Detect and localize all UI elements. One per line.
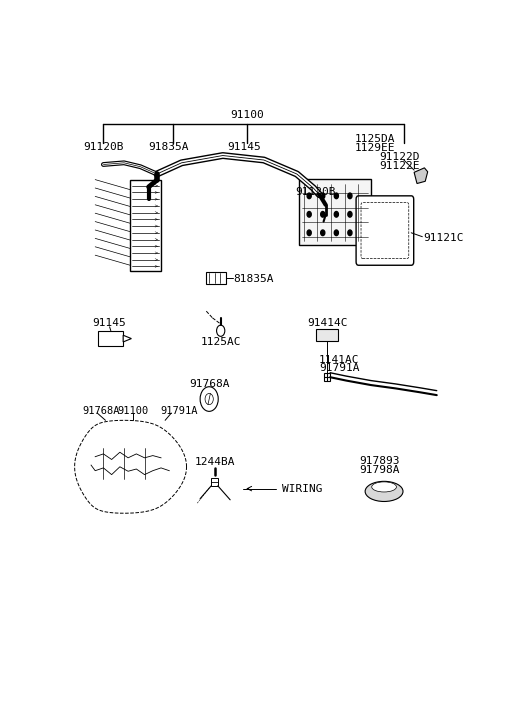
Text: 1125DA: 1125DA [355, 134, 395, 144]
Text: 1129EE: 1129EE [355, 142, 395, 153]
Bar [316, 329, 338, 341]
Circle shape [321, 230, 325, 236]
Text: 91145: 91145 [93, 318, 126, 329]
Circle shape [335, 193, 338, 198]
Text: 1244BA: 1244BA [194, 457, 235, 467]
Text: 91768A: 91768A [82, 406, 119, 416]
Bar [98, 331, 123, 347]
Bar [211, 478, 218, 486]
Ellipse shape [372, 482, 397, 492]
FancyBboxPatch shape [361, 203, 409, 259]
Circle shape [205, 393, 213, 405]
Text: 91768A: 91768A [189, 379, 229, 389]
Circle shape [348, 193, 352, 198]
Text: 1141AC: 1141AC [319, 356, 359, 366]
Bar [324, 373, 330, 381]
Circle shape [335, 230, 338, 236]
Circle shape [200, 387, 218, 411]
Text: 91100: 91100 [118, 406, 149, 416]
Text: 917893: 917893 [359, 456, 399, 466]
Text: 91122D: 91122D [379, 152, 419, 161]
Polygon shape [123, 335, 131, 342]
Text: 91122E: 91122E [379, 161, 419, 171]
Circle shape [335, 212, 338, 217]
Circle shape [307, 230, 311, 236]
Circle shape [307, 193, 311, 198]
FancyBboxPatch shape [356, 196, 414, 265]
Bar [206, 272, 226, 284]
Text: 91145: 91145 [227, 142, 261, 152]
Text: 91121C: 91121C [424, 233, 464, 244]
Circle shape [348, 230, 352, 236]
Circle shape [321, 212, 325, 217]
Text: 91120B: 91120B [295, 188, 335, 198]
Ellipse shape [365, 481, 403, 502]
Circle shape [321, 193, 325, 198]
Text: 81835A: 81835A [233, 273, 273, 284]
Text: WIRING: WIRING [282, 483, 323, 494]
Bar [130, 180, 161, 271]
Text: 91100: 91100 [230, 111, 264, 120]
Text: 91791A: 91791A [319, 364, 359, 373]
Text: 91798A: 91798A [359, 465, 399, 475]
Polygon shape [414, 168, 427, 183]
Text: 91791A: 91791A [160, 406, 198, 416]
Circle shape [348, 212, 352, 217]
Circle shape [307, 212, 311, 217]
Text: 91120B: 91120B [83, 142, 123, 152]
Text: 91835A: 91835A [149, 142, 189, 152]
FancyBboxPatch shape [299, 179, 371, 245]
Text: 91414C: 91414C [307, 318, 348, 329]
Circle shape [217, 325, 225, 337]
Text: 1125AC: 1125AC [200, 337, 241, 347]
